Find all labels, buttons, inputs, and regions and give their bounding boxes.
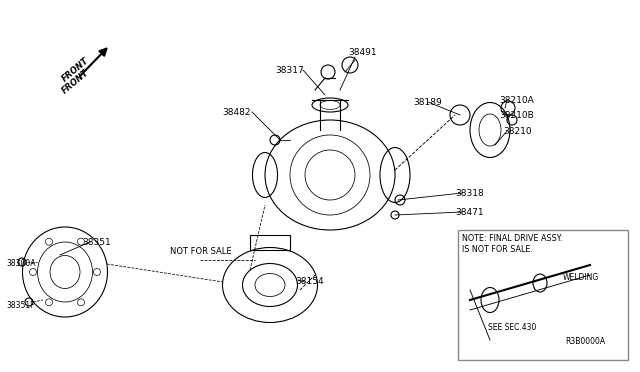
Text: 38210: 38210 — [503, 126, 532, 135]
Text: 38318: 38318 — [455, 189, 484, 198]
Text: 38210B: 38210B — [499, 110, 534, 119]
Text: 38189: 38189 — [413, 97, 442, 106]
Text: 38154: 38154 — [295, 278, 324, 286]
Text: 38317: 38317 — [275, 65, 304, 74]
Text: 38491: 38491 — [348, 48, 376, 57]
Text: 38482: 38482 — [222, 108, 250, 116]
Text: NOT FOR SALE: NOT FOR SALE — [170, 247, 232, 257]
Text: IS NOT FOR SALE.: IS NOT FOR SALE. — [462, 244, 533, 253]
Text: 38471: 38471 — [455, 208, 484, 217]
Text: FRONT: FRONT — [60, 57, 90, 84]
Text: NOTE: FINAL DRIVE ASSY.: NOTE: FINAL DRIVE ASSY. — [462, 234, 563, 243]
Text: 38300A: 38300A — [6, 259, 35, 267]
Text: 38351F: 38351F — [6, 301, 35, 310]
Bar — [250, 235, 290, 250]
Text: R3B0000A: R3B0000A — [565, 337, 605, 346]
Bar — [458, 230, 628, 360]
Text: 38351: 38351 — [82, 237, 111, 247]
Text: WELDING: WELDING — [563, 273, 599, 282]
Text: 38210A: 38210A — [499, 96, 534, 105]
Text: FRONT: FRONT — [60, 68, 90, 96]
Text: SEE SEC.430: SEE SEC.430 — [488, 324, 536, 333]
